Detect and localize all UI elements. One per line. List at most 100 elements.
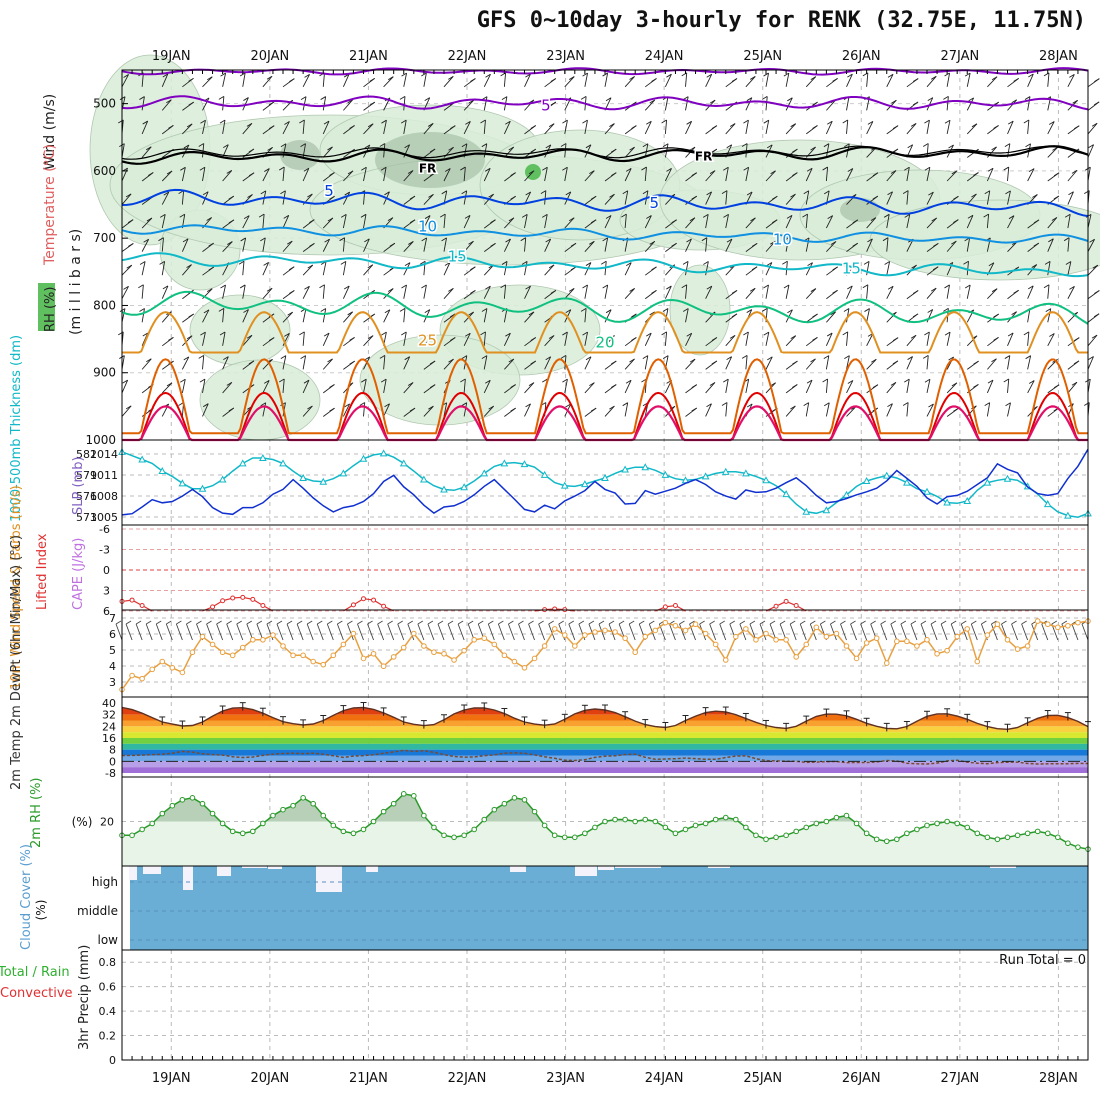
wind-barb — [765, 284, 769, 299]
wind-barb-flag — [146, 217, 153, 222]
wind-barb — [745, 97, 753, 111]
wind-barb — [866, 261, 870, 276]
thickness-marker — [923, 487, 931, 495]
contour-freezing-2 — [121, 145, 1089, 160]
wind-barb-flag — [931, 217, 937, 222]
wind-barb-flag — [542, 378, 548, 383]
wind-barb-flag — [461, 143, 468, 148]
rh-marker — [481, 816, 488, 823]
wind-barb — [1067, 191, 1074, 205]
wind-barb — [262, 262, 270, 276]
wind-barb-flag — [770, 382, 776, 387]
date-tick-top: 27JAN — [940, 49, 979, 64]
rh-marker — [883, 838, 890, 845]
wind10m-marker — [431, 649, 437, 656]
wind-barb — [725, 264, 736, 276]
wind-barb — [665, 193, 676, 205]
wind-barb — [1047, 333, 1055, 347]
wind-barb — [906, 334, 917, 347]
wind-barb-flag — [810, 358, 816, 363]
wind-barb-flag — [183, 144, 190, 149]
wind10m-barb-flag — [337, 620, 343, 625]
li-marker — [672, 603, 678, 609]
wind-barb-flag — [565, 309, 572, 314]
wind-barb — [322, 284, 325, 299]
wind-barb-flag — [364, 356, 370, 361]
wind-barb-flag — [481, 308, 488, 312]
thickness-marker — [983, 478, 992, 486]
wind10m-barb — [387, 623, 395, 641]
wind10m-barb-flag — [930, 620, 937, 625]
wind-tick: 3 — [109, 676, 116, 689]
wind-barb — [765, 120, 770, 134]
thickness-marker — [903, 478, 911, 486]
wind-barb — [785, 237, 790, 252]
wind-barb — [825, 215, 834, 229]
wind10m-barb-flag — [719, 620, 725, 625]
wind-barb — [604, 123, 615, 135]
wind-barb — [604, 193, 615, 205]
wind-barb — [825, 355, 830, 370]
wind10m-marker — [310, 658, 316, 665]
wind-barb-flag — [822, 378, 828, 383]
wind-barb — [584, 170, 595, 182]
wind-barb-flag — [682, 261, 689, 265]
wind10m-barb-flag — [538, 620, 544, 625]
wind-barb-flag — [488, 193, 494, 198]
wind-barb-flag — [562, 166, 568, 171]
wind-barb-flag — [289, 290, 295, 294]
date-tick-top: 25JAN — [743, 49, 782, 64]
rh-marker — [189, 795, 196, 801]
li-marker — [783, 598, 789, 604]
wind-barb-flag — [162, 73, 169, 78]
rh-marker — [461, 832, 467, 839]
rh-marker — [350, 830, 357, 837]
wind-barb — [745, 379, 750, 393]
wind-barb-flag — [182, 238, 189, 243]
wind-barb-flag — [263, 262, 269, 266]
temp-tick: -8 — [105, 767, 116, 780]
wind-barb — [242, 334, 253, 347]
wind-barb-flag — [904, 166, 910, 171]
wind10m-barb-flag — [266, 620, 273, 625]
wind10m-barb — [799, 623, 807, 641]
rh-marker — [199, 800, 206, 807]
wind-barb-flag — [944, 331, 951, 336]
wind-barb — [1007, 167, 1010, 182]
wind-barb — [161, 99, 172, 111]
wind-barb — [725, 190, 728, 205]
wind-barb-flag — [560, 143, 567, 147]
contour-10 — [121, 224, 1089, 244]
wind10m-barb-flag — [971, 620, 977, 625]
cloud-gap — [708, 866, 730, 868]
wind10m-marker — [280, 643, 286, 649]
wind-barb — [1007, 190, 1011, 205]
wind-barb-flag — [927, 309, 933, 313]
wind10m-barb-flag — [800, 620, 806, 625]
wind-barb-flag — [238, 260, 245, 265]
wind-barb-flag — [991, 76, 998, 81]
thickness-tick: 579 — [76, 469, 97, 482]
wind-barb-flag — [882, 237, 889, 242]
wind-barb — [302, 74, 310, 88]
wind-barb-flag — [1091, 334, 1098, 339]
axes-layer: 19JAN19JAN20JAN20JAN21JAN21JAN22JAN22JAN… — [38, 49, 1089, 1086]
wind10m-barb-flag — [377, 620, 383, 625]
wind-barb-flag — [343, 285, 350, 290]
rh-marker — [592, 824, 598, 831]
wind-barb-flag — [550, 290, 557, 294]
rh-marker — [934, 820, 940, 827]
wind10m-barb-flag — [950, 620, 957, 625]
wind-barb-flag — [568, 217, 575, 222]
wind-barb-flag — [421, 237, 427, 242]
thickness-marker — [943, 498, 951, 506]
cloud-gap — [366, 866, 378, 872]
wind-barb-flag — [743, 331, 749, 336]
wind-barb — [1007, 215, 1015, 229]
wind10m-barb-flag — [840, 620, 846, 625]
wind-barb-flag — [622, 402, 628, 407]
wind-barb — [161, 73, 169, 87]
wind-barb — [664, 308, 669, 323]
wind-barb-flag — [280, 355, 287, 360]
wind-barb — [262, 237, 266, 252]
